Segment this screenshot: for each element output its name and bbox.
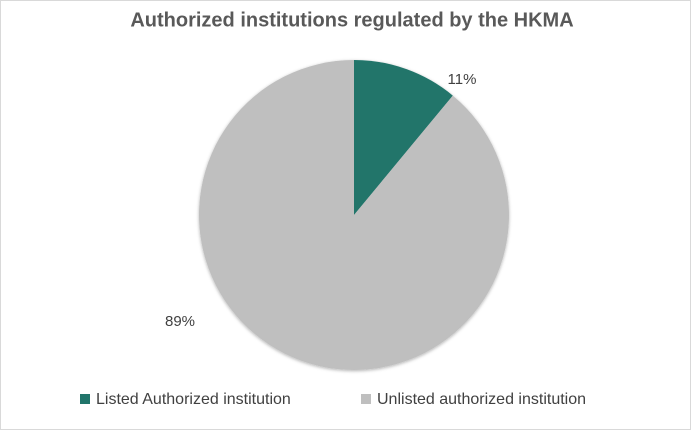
- data-label: 89%: [165, 313, 195, 330]
- legend-swatch: [80, 394, 90, 404]
- legend-swatch: [361, 394, 371, 404]
- pie: [199, 60, 509, 370]
- pie-slice: [354, 60, 453, 215]
- data-label: 11%: [448, 71, 477, 88]
- legend-label: Listed Authorized institution: [96, 391, 291, 408]
- legend-label: Unlisted authorized institution: [377, 391, 586, 408]
- chart-title: Authorized institutions regulated by the…: [130, 9, 573, 31]
- pie-slice: [199, 60, 509, 370]
